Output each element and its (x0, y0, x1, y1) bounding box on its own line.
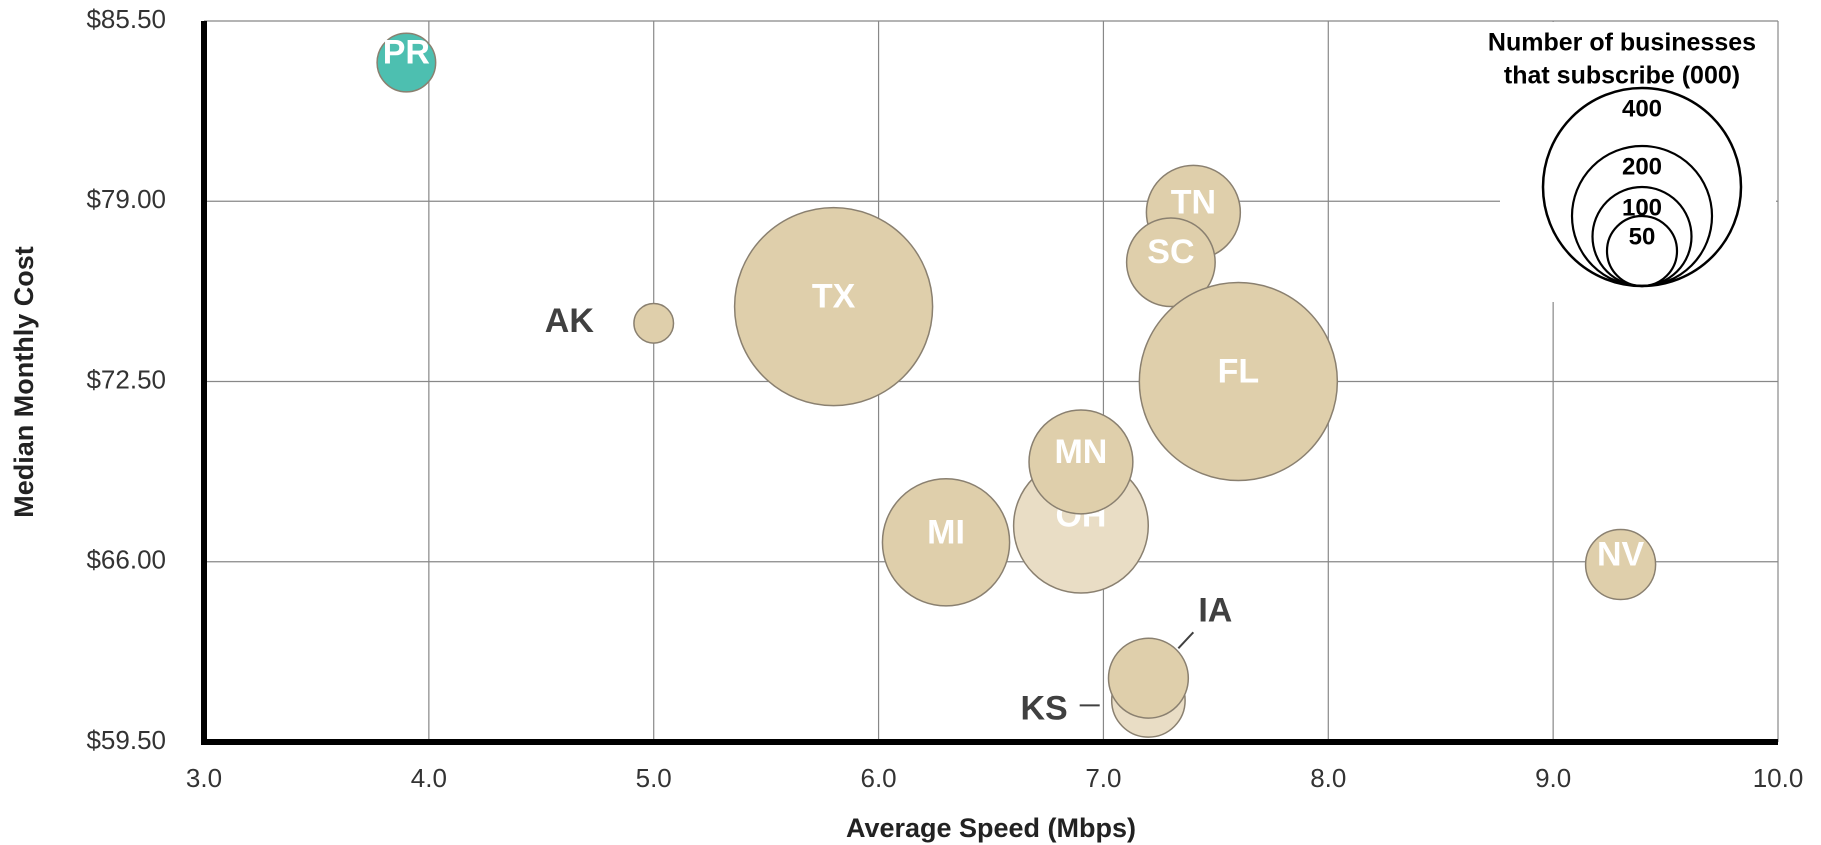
legend-size-label: 50 (1629, 223, 1656, 250)
y-tick-label: $66.00 (86, 545, 166, 575)
bubble (733, 206, 934, 407)
y-tick-label: $59.50 (86, 725, 166, 755)
bubble-label: FL (1218, 352, 1260, 390)
bubble (1107, 637, 1190, 719)
leader-line (1177, 631, 1195, 649)
x-axis-title: Average Speed (Mbps) (846, 813, 1136, 843)
x-tick-label: 5.0 (636, 763, 672, 793)
bubble (376, 32, 437, 93)
y-tick-label: $72.50 (86, 364, 166, 394)
y-tick-label: $79.00 (86, 184, 166, 214)
bubble (1125, 217, 1216, 308)
bubble-label: IA (1198, 591, 1232, 629)
bubble-label: TN (1171, 183, 1216, 221)
bubble-label: AK (545, 302, 595, 340)
x-tick-label: 4.0 (411, 763, 447, 793)
x-tick-label: 9.0 (1535, 763, 1571, 793)
y-axis-title: Median Monthly Cost (9, 246, 39, 518)
x-tick-label: 3.0 (186, 763, 222, 793)
legend-size-label: 400 (1622, 95, 1662, 122)
legend-circle (1605, 214, 1679, 288)
bubble (633, 302, 675, 344)
bubble-label: TX (812, 278, 856, 316)
bubble-label: KS (1020, 689, 1067, 727)
bubble-label: SC (1147, 233, 1194, 271)
bubble-label: PR (383, 34, 430, 72)
x-tick-label: 10.0 (1753, 763, 1804, 793)
bubble (1584, 528, 1657, 601)
legend-size-label: 100 (1622, 194, 1662, 221)
legend-title: Number of businesses (1488, 29, 1756, 57)
bubble-label: MI (927, 513, 965, 551)
bubble-label: NV (1597, 536, 1645, 574)
bubble (1138, 281, 1339, 482)
bubble-label: MN (1054, 433, 1107, 471)
x-tick-label: 7.0 (1085, 763, 1121, 793)
legend-size-label: 200 (1622, 153, 1662, 180)
x-tick-label: 6.0 (860, 763, 896, 793)
x-tick-label: 8.0 (1310, 763, 1346, 793)
y-tick-label: $85.50 (86, 4, 166, 34)
bubble (1028, 409, 1134, 515)
legend-title: that subscribe (000) (1504, 62, 1740, 90)
bubble (881, 478, 1011, 607)
